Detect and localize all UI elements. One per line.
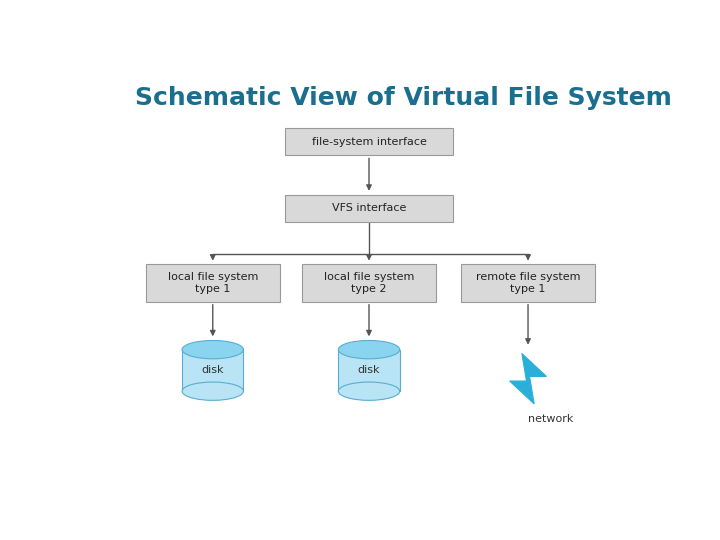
Text: disk: disk: [202, 366, 224, 375]
FancyBboxPatch shape: [302, 265, 436, 302]
Text: local file system
type 2: local file system type 2: [324, 272, 414, 294]
Text: network: network: [528, 414, 573, 424]
Ellipse shape: [182, 382, 243, 400]
FancyBboxPatch shape: [145, 265, 279, 302]
Text: remote file system
type 1: remote file system type 1: [476, 272, 580, 294]
Bar: [338, 349, 400, 391]
Ellipse shape: [182, 341, 243, 359]
FancyBboxPatch shape: [461, 265, 595, 302]
Text: disk: disk: [358, 366, 380, 375]
FancyBboxPatch shape: [285, 128, 453, 155]
Bar: [182, 349, 243, 391]
Text: file-system interface: file-system interface: [312, 137, 426, 147]
Ellipse shape: [338, 341, 400, 359]
Text: local file system
type 1: local file system type 1: [168, 272, 258, 294]
FancyBboxPatch shape: [285, 195, 453, 222]
Polygon shape: [510, 354, 546, 404]
Text: VFS interface: VFS interface: [332, 203, 406, 213]
Ellipse shape: [338, 382, 400, 400]
Text: Schematic View of Virtual File System: Schematic View of Virtual File System: [135, 85, 672, 110]
